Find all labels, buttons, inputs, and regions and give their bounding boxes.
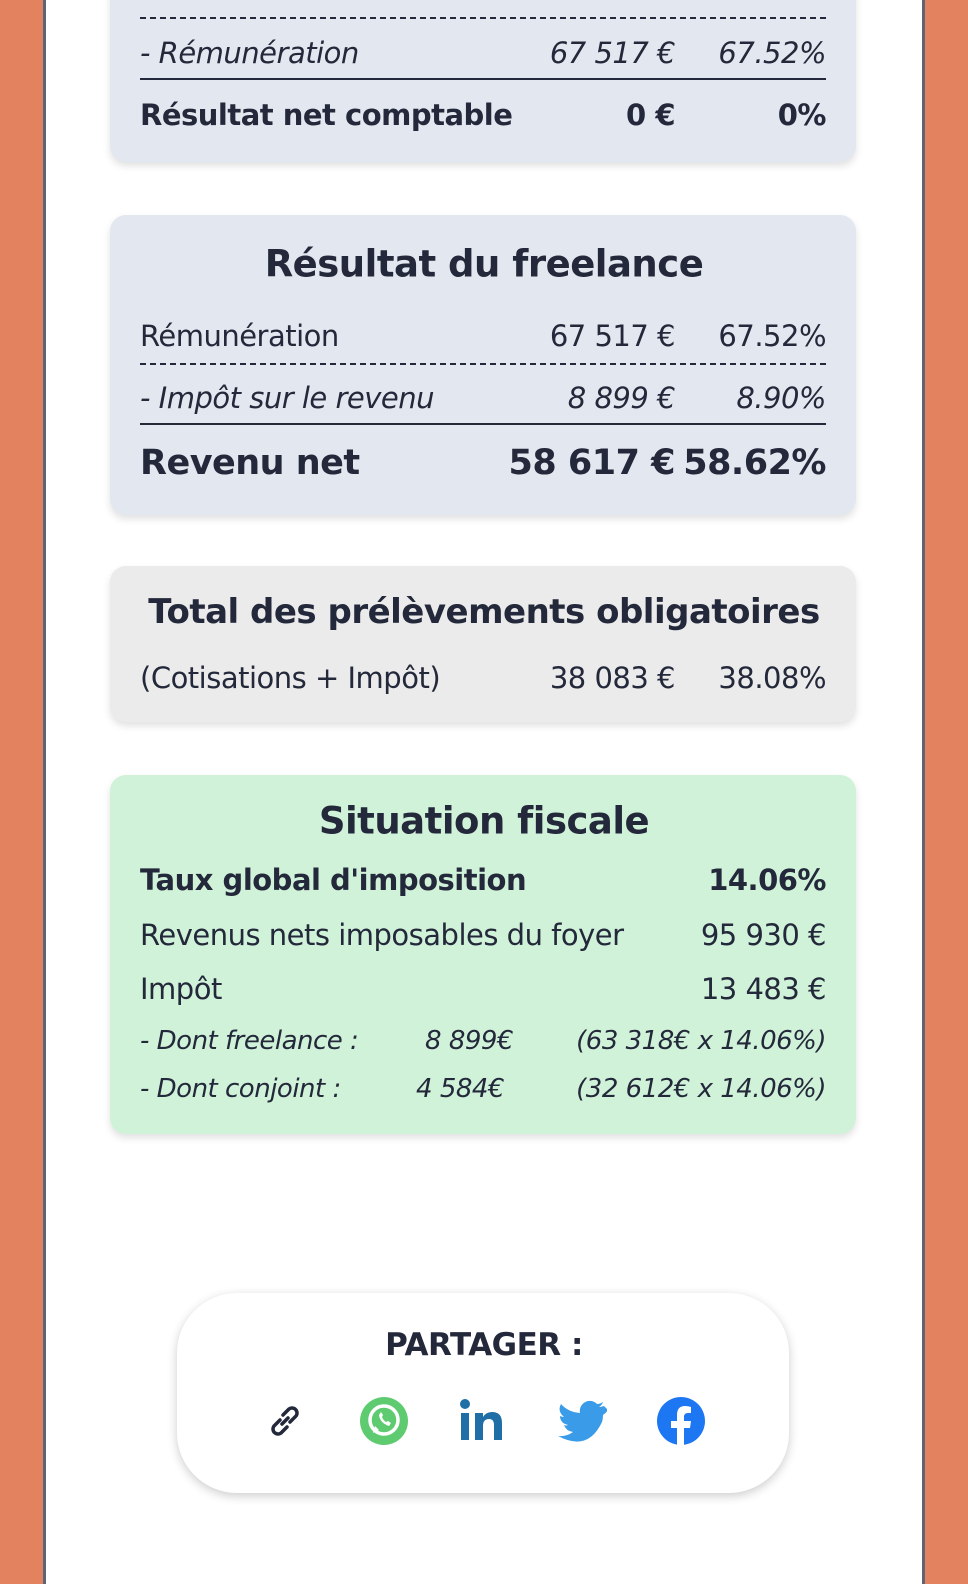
row-percent: 38.08% [718,661,826,695]
row-label: Impôt [140,972,222,1006]
row-label: Résultat net comptable [140,98,513,132]
separator [140,17,826,19]
row-amount: 67 517 € [549,36,676,70]
card-title: Situation fiscale [318,799,650,843]
row-value: 95 930 € [700,918,827,952]
detail-calc: (32 612€ x 14.06%) [576,1074,826,1104]
row-amount: 0 € [626,98,675,132]
row-label: Revenus nets imposables du foyer [140,918,624,952]
card-title: Total des prélèvements obligatoires [148,592,820,632]
detail-label: - Dont conjoint : [140,1074,341,1104]
row-percent: 8.90% [736,381,826,415]
row-label: Revenu net [140,443,360,483]
row-value: 14.06% [708,863,826,897]
row-amount: 58 617 € [508,443,676,483]
row-label: Taux global d'imposition [140,863,527,897]
detail-calc: (63 318€ x 14.06%) [576,1026,826,1056]
row-amount: 8 899 € [567,381,676,415]
separator [140,423,826,425]
result-card [110,0,856,162]
row-value: 13 483 € [700,972,827,1006]
freelance-card [110,215,856,515]
detail-amount: 8 899€ [425,1026,513,1056]
row-label: - Impôt sur le revenu [140,381,435,415]
linkedin-icon[interactable] [458,1396,508,1446]
row-label: Rémunération [140,319,339,353]
twitter-icon[interactable] [557,1396,607,1446]
card-title: Résultat du freelance [264,242,704,286]
row-label: - Rémunération [140,36,359,70]
total-card [110,566,856,722]
copy-link-icon[interactable] [260,1396,310,1446]
separator [140,363,826,365]
detail-label: - Dont freelance : [140,1026,359,1056]
row-amount: 67 517 € [549,319,676,353]
share-title: PARTAGER : [385,1327,583,1363]
row-percent: 58.62% [683,443,826,483]
whatsapp-icon[interactable] [359,1396,409,1446]
row-percent: 0% [777,98,827,132]
row-label: (Cotisations + Impôt) [140,661,441,695]
detail-amount: 4 584€ [416,1074,504,1104]
row-percent: 67.52% [718,36,826,70]
facebook-icon[interactable] [656,1396,706,1446]
row-amount: 38 083 € [549,661,676,695]
separator [140,78,826,80]
share-box [177,1293,789,1493]
row-percent: 67.52% [718,319,826,353]
fiscal-card [110,775,856,1134]
